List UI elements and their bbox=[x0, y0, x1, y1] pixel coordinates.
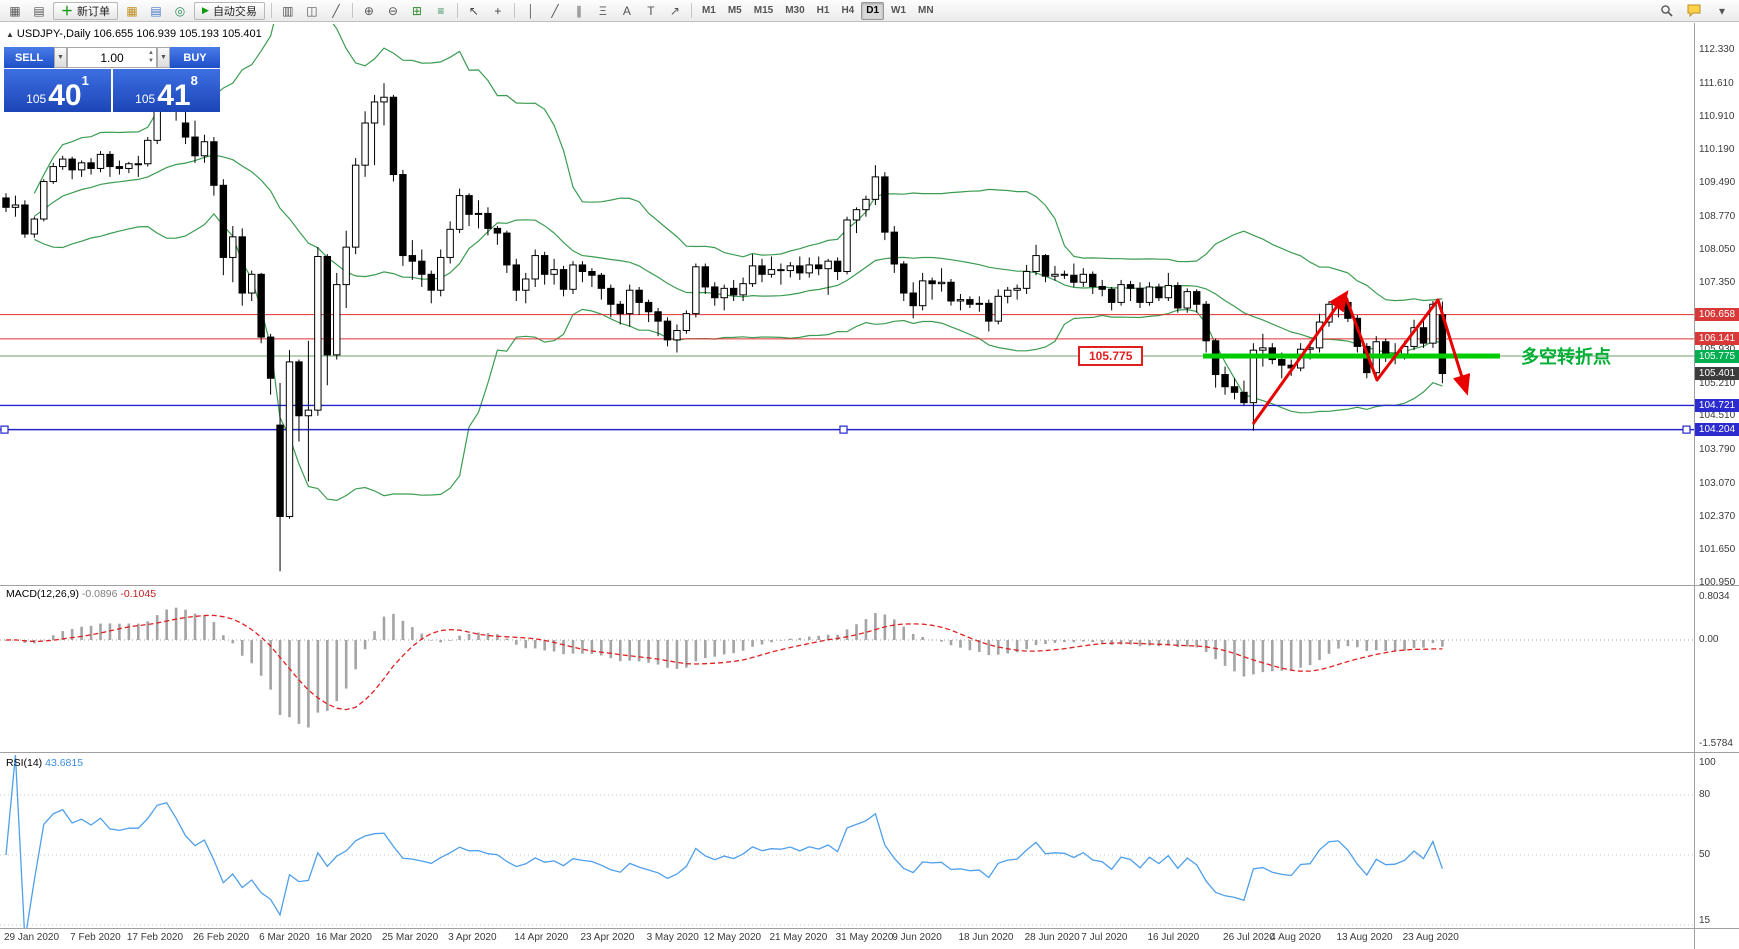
one-click-trading-panel: SELL ▼ 1.00 ▲ ▼ ▼ BUY 105 40 1 105 41 bbox=[4, 47, 220, 112]
zoom-out-icon[interactable]: ⊖ bbox=[387, 3, 398, 18]
timeframe-m1-button[interactable]: M1 bbox=[701, 5, 716, 16]
macd-signal-line bbox=[5, 614, 1443, 711]
new-order-icon: ＋ bbox=[61, 3, 74, 18]
timeframe-w1-button[interactable]: W1 bbox=[891, 5, 907, 16]
toolbar-separator bbox=[456, 3, 458, 18]
fibonacci-icon[interactable]: Ξ bbox=[599, 3, 607, 18]
timeframe-h1-button[interactable]: H1 bbox=[816, 5, 830, 16]
candlestick-chart-icon[interactable]: ◫ bbox=[306, 3, 318, 18]
support-level-flag[interactable]: 105.775 bbox=[1078, 346, 1144, 366]
autotrading-label: 自动交易 bbox=[212, 5, 257, 18]
toolbar-separator bbox=[351, 3, 353, 18]
timeframe-mn-button[interactable]: MN bbox=[918, 5, 934, 16]
text-icon[interactable]: A bbox=[622, 3, 631, 18]
new-chart-icon[interactable]: ▦ bbox=[9, 3, 21, 18]
volume-spinner[interactable]: ▲ ▼ bbox=[148, 50, 154, 64]
bid-price-big: 40 bbox=[48, 79, 82, 112]
new-order-button[interactable]: ＋ 新订单 bbox=[53, 1, 119, 20]
buy-button[interactable]: BUY bbox=[170, 47, 220, 68]
toolbar-separator bbox=[513, 3, 515, 18]
line-chart-icon[interactable]: ╱ bbox=[332, 3, 340, 18]
toolbar-separator bbox=[690, 3, 692, 18]
chart-profiles-icon[interactable]: ▤ bbox=[33, 3, 45, 18]
market-watch-icon[interactable]: ▦ bbox=[126, 3, 138, 18]
sell-options-caret-icon[interactable]: ▼ bbox=[54, 47, 67, 68]
trend-arrows[interactable] bbox=[1251, 290, 1471, 425]
timeframe-m30-button[interactable]: M30 bbox=[785, 5, 805, 16]
ask-price-pip: 8 bbox=[190, 73, 198, 88]
data-window-icon[interactable]: ▤ bbox=[150, 3, 162, 18]
toolbar-separator bbox=[270, 3, 272, 18]
volume-value: 1.00 bbox=[100, 50, 124, 65]
bid-price-small: 105 bbox=[26, 92, 47, 106]
label-icon[interactable]: T bbox=[647, 3, 655, 18]
line-selection-handle[interactable] bbox=[1682, 425, 1691, 434]
line-selection-handle[interactable] bbox=[0, 425, 9, 434]
search-icon[interactable] bbox=[1654, 1, 1678, 21]
zoom-in-icon[interactable]: ⊕ bbox=[363, 3, 374, 18]
autotrading-play-icon: ▶ bbox=[202, 5, 209, 15]
arrows-icon[interactable]: ↗ bbox=[669, 3, 680, 18]
tile-windows-icon[interactable]: ⊞ bbox=[411, 3, 422, 18]
cursor-icon[interactable]: ↖ bbox=[468, 3, 479, 18]
crosshair-icon[interactable]: + bbox=[494, 3, 502, 18]
sell-button[interactable]: SELL bbox=[4, 47, 54, 68]
autotrading-button[interactable]: ▶ 自动交易 bbox=[194, 1, 265, 20]
turning-point-label[interactable]: 多空转折点 bbox=[1521, 347, 1611, 367]
ask-price-small: 105 bbox=[135, 92, 156, 106]
channel-icon[interactable]: ∥ bbox=[575, 3, 582, 18]
trendline-icon[interactable]: ╱ bbox=[551, 3, 559, 18]
ask-price-big: 41 bbox=[157, 79, 191, 112]
indicators-icon[interactable]: ≡ bbox=[437, 3, 445, 18]
vertical-line-icon[interactable]: │ bbox=[527, 3, 535, 18]
timeframe-h4-button[interactable]: H4 bbox=[841, 5, 855, 16]
new-order-label: 新订单 bbox=[77, 5, 111, 18]
bid-price-button[interactable]: 105 40 1 bbox=[4, 69, 111, 112]
bid-price-pip: 1 bbox=[81, 73, 89, 88]
navigator-icon[interactable]: ◎ bbox=[174, 3, 186, 18]
turning-point-segment[interactable] bbox=[1203, 353, 1500, 359]
toolbar-more-caret-icon[interactable]: ▾ bbox=[1718, 3, 1726, 18]
rsi-line bbox=[0, 754, 1694, 928]
main-toolbar: ▦ ▤ ＋ 新订单 ▦ ▤ ◎ ▶ 自动交易 ▥ ◫ ╱ ⊕ ⊖ ⊞ ≡ ↖ + │ ╱ ∥ Ξ A T ↗ … bbox=[0, 0, 1739, 22]
timeframe-d1-button[interactable]: D1 bbox=[861, 1, 885, 20]
buy-options-caret-icon[interactable]: ▼ bbox=[157, 47, 170, 68]
bar-chart-icon[interactable]: ▥ bbox=[282, 3, 294, 18]
chat-icon[interactable] bbox=[1682, 1, 1706, 21]
timeframe-m5-button[interactable]: M5 bbox=[727, 5, 742, 16]
line-selection-handle[interactable] bbox=[839, 425, 848, 434]
timeframe-m15-button[interactable]: M15 bbox=[753, 5, 774, 16]
ask-price-button[interactable]: 105 41 8 bbox=[113, 69, 220, 112]
macd-histogram bbox=[0, 607, 1694, 728]
volume-input[interactable]: 1.00 ▲ ▼ bbox=[67, 47, 157, 68]
candlesticks bbox=[2, 83, 1447, 572]
